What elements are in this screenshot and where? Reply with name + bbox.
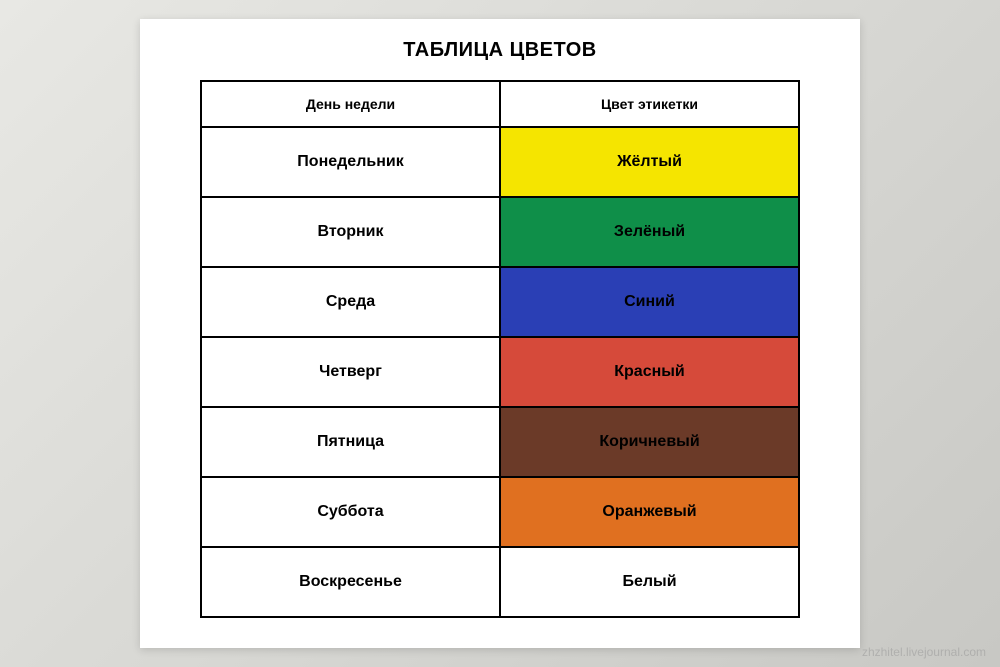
- day-cell: Воскресенье: [201, 547, 500, 617]
- color-cell: Зелёный: [500, 197, 799, 267]
- table-row: Четверг Красный: [201, 337, 799, 407]
- table-row: Пятница Коричневый: [201, 407, 799, 477]
- table-row: Суббота Оранжевый: [201, 477, 799, 547]
- color-cell: Красный: [500, 337, 799, 407]
- color-table: День недели Цвет этикетки Понедельник Жё…: [200, 80, 800, 618]
- day-cell: Четверг: [201, 337, 500, 407]
- day-cell: Вторник: [201, 197, 500, 267]
- day-cell: Пятница: [201, 407, 500, 477]
- col-header-day: День недели: [201, 81, 500, 127]
- table-header-row: День недели Цвет этикетки: [201, 81, 799, 127]
- table-row: Воскресенье Белый: [201, 547, 799, 617]
- color-table-sheet: ТАБЛИЦА ЦВЕТОВ День недели Цвет этикетки…: [140, 19, 860, 648]
- day-cell: Среда: [201, 267, 500, 337]
- watermark-text: zhzhitel.livejournal.com: [862, 645, 986, 659]
- color-cell: Оранжевый: [500, 477, 799, 547]
- day-cell: Суббота: [201, 477, 500, 547]
- color-cell: Коричневый: [500, 407, 799, 477]
- day-cell: Понедельник: [201, 127, 500, 197]
- color-cell: Синий: [500, 267, 799, 337]
- table-row: Понедельник Жёлтый: [201, 127, 799, 197]
- color-cell: Белый: [500, 547, 799, 617]
- color-cell: Жёлтый: [500, 127, 799, 197]
- table-row: Среда Синий: [201, 267, 799, 337]
- page-title: ТАБЛИЦА ЦВЕТОВ: [200, 39, 800, 62]
- table-row: Вторник Зелёный: [201, 197, 799, 267]
- col-header-color: Цвет этикетки: [500, 81, 799, 127]
